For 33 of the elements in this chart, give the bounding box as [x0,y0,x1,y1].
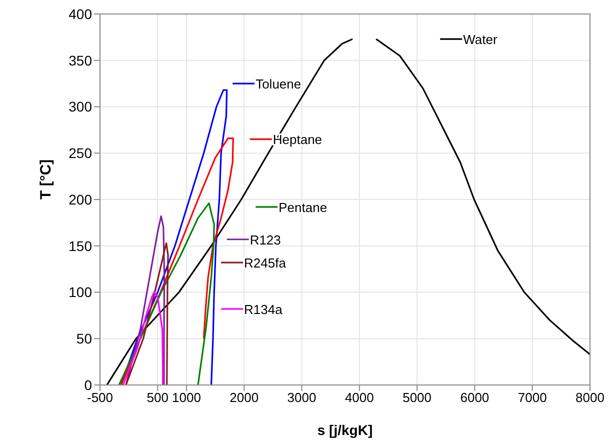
y-axis-title: T [°C] [37,159,54,200]
line-series [125,215,166,385]
x-tick-label: 1000 [172,390,201,406]
y-tick-label: 200 [68,191,92,208]
y-tick-label: 150 [68,238,92,254]
y-tick-label: 0 [84,376,92,393]
x-tick-label: 8000 [576,390,604,406]
line-series [122,291,164,385]
x-tick-label: 500 [146,390,168,406]
y-tick-label: 300 [68,98,92,115]
legend-label: R134a [244,302,284,317]
x-tick-label: 3000 [287,390,316,406]
line-series [120,137,234,385]
line-series [118,202,215,385]
y-tick-label: 250 [68,145,92,162]
legend-label: Pentane [278,200,328,215]
x-tick-label: 6000 [460,390,490,406]
x-axis-title: s [j/kgK] [317,422,373,438]
x-tick-label: -500 [86,390,114,406]
y-tick-label: 100 [68,284,92,300]
x-tick-label: 2000 [230,390,259,406]
y-tick-label: 50 [76,330,92,347]
x-tick-label: 5000 [402,390,432,406]
legend-label: Toluene [256,76,302,92]
line-series [120,89,228,385]
x-tick-label: 4000 [344,390,374,406]
legend-label: R245fa [244,256,287,271]
y-tick-label: 400 [68,6,92,22]
y-tick-label: 350 [68,52,92,68]
legend-label: Water [463,32,498,48]
line-series [125,242,169,385]
x-tick-label: 7000 [518,390,547,406]
legend-label: R123 [250,232,281,248]
